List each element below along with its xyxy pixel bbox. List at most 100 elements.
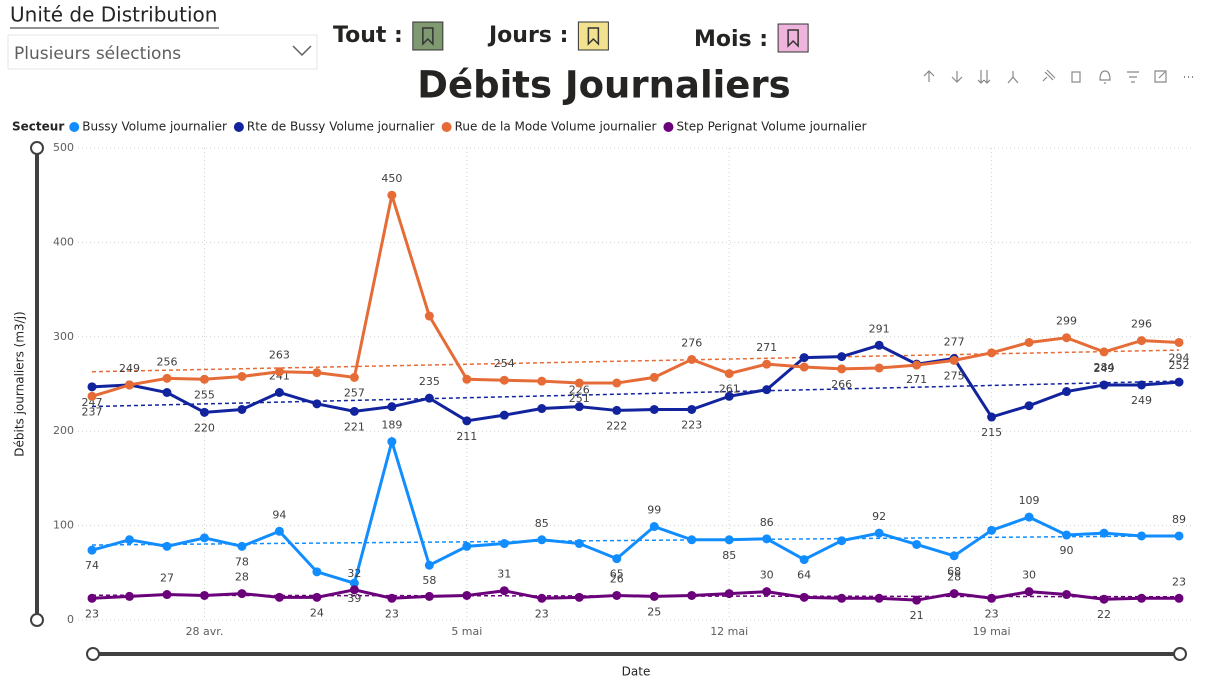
- data-point: [949, 589, 959, 599]
- slicer-title: Unité de Distribution: [10, 3, 217, 27]
- x-axis-title: Date: [622, 665, 651, 679]
- data-point: [724, 391, 734, 401]
- data-point: [499, 410, 509, 420]
- data-point: [87, 382, 97, 392]
- data-label: 254: [494, 357, 515, 370]
- data-label: 215: [981, 426, 1002, 439]
- data-label: 31: [497, 568, 511, 581]
- data-point: [462, 590, 472, 600]
- x-slider-handle[interactable]: [86, 647, 100, 661]
- bookmark-icon: [422, 27, 434, 46]
- data-point: [1024, 401, 1034, 411]
- y-tick-label: 300: [53, 330, 74, 343]
- data-point: [1062, 387, 1072, 397]
- bookmark-label: Jours :: [487, 23, 568, 48]
- data-label: 211: [456, 430, 477, 443]
- drill-icon[interactable]: [1007, 71, 1019, 84]
- data-point: [1137, 380, 1147, 390]
- trend-line: [91, 349, 1180, 373]
- data-label: 275: [944, 369, 965, 382]
- slicer-dropdown[interactable]: [7, 34, 318, 70]
- sort-up-icon[interactable]: [923, 70, 935, 82]
- data-point: [1137, 531, 1147, 541]
- x-tick-label: 5 mai: [451, 625, 482, 638]
- data-point: [874, 593, 884, 603]
- data-point: [837, 364, 847, 374]
- y-tick-label: 500: [53, 141, 74, 154]
- data-point: [837, 593, 847, 603]
- y-tick-label: 200: [53, 424, 74, 437]
- data-label: 30: [760, 569, 774, 582]
- y-slider-handle[interactable]: [30, 613, 44, 627]
- y-tick-label: 0: [67, 613, 74, 626]
- y-slider-handle[interactable]: [30, 141, 44, 155]
- data-point: [1174, 337, 1184, 347]
- bookmark-button[interactable]: [577, 21, 609, 51]
- bookmark-label: Tout :: [333, 23, 403, 48]
- sort-down-icon[interactable]: [951, 71, 963, 83]
- focus-icon[interactable]: [1154, 70, 1167, 83]
- data-point: [724, 535, 734, 545]
- data-point: [1024, 587, 1034, 597]
- data-point: [574, 592, 584, 602]
- data-label: 256: [156, 355, 177, 368]
- filter-icon[interactable]: [1127, 71, 1139, 83]
- data-point: [574, 539, 584, 549]
- data-point: [687, 404, 697, 414]
- bookmark-button[interactable]: [412, 21, 444, 51]
- bookmark-button[interactable]: [777, 23, 809, 53]
- data-label: 30: [1022, 569, 1036, 582]
- data-point: [799, 555, 809, 565]
- data-point: [162, 541, 172, 551]
- data-point: [649, 372, 659, 382]
- data-point: [1099, 528, 1109, 538]
- data-point: [499, 586, 509, 596]
- data-point: [874, 528, 884, 538]
- data-point: [162, 373, 172, 383]
- data-point: [462, 374, 472, 384]
- data-point: [874, 340, 884, 350]
- data-point: [649, 522, 659, 532]
- data-label: 276: [681, 336, 702, 349]
- data-point: [537, 404, 547, 414]
- data-point: [1062, 530, 1072, 540]
- data-label: 94: [272, 508, 286, 521]
- data-point: [762, 534, 772, 544]
- data-label: 252: [1169, 359, 1190, 372]
- data-label: 251: [569, 392, 590, 405]
- data-label: 22: [1097, 608, 1111, 621]
- data-label: 249: [1131, 394, 1152, 407]
- data-point: [387, 593, 397, 603]
- data-point: [237, 404, 247, 414]
- data-label: 255: [194, 388, 215, 401]
- data-label: 28: [235, 571, 249, 584]
- data-point: [837, 536, 847, 546]
- data-label: 28: [947, 571, 961, 584]
- pin-icon[interactable]: [1042, 69, 1056, 82]
- bookmark-label: Mois :: [694, 27, 768, 52]
- bookmarks: Tout : Jours : Mois :: [333, 21, 809, 53]
- data-point: [237, 541, 247, 551]
- data-label: 74: [85, 559, 99, 572]
- bookmark-icon: [787, 29, 799, 48]
- alert-icon[interactable]: [1099, 70, 1111, 84]
- data-point: [1099, 380, 1109, 390]
- expand-all-icon[interactable]: [977, 70, 991, 84]
- data-point: [424, 311, 434, 321]
- data-point: [874, 363, 884, 373]
- data-label: 284: [1094, 361, 1115, 374]
- data-label: 65: [610, 568, 624, 581]
- data-label: 235: [419, 375, 440, 388]
- x-slider-handle[interactable]: [1173, 647, 1187, 661]
- data-label: 23: [985, 607, 999, 620]
- dropdown-chevron: [292, 45, 312, 57]
- copy-icon[interactable]: [1071, 71, 1081, 83]
- plot-area: 0 100 200 300 400 500 28 avr. 5 mai 12 mai 19 mai…: [53, 141, 1192, 638]
- data-point: [312, 592, 322, 602]
- data-point: [349, 406, 359, 416]
- data-label: 296: [1131, 318, 1152, 331]
- data-point: [649, 591, 659, 601]
- data-label: 249: [1094, 362, 1115, 375]
- data-label: 32: [347, 567, 361, 580]
